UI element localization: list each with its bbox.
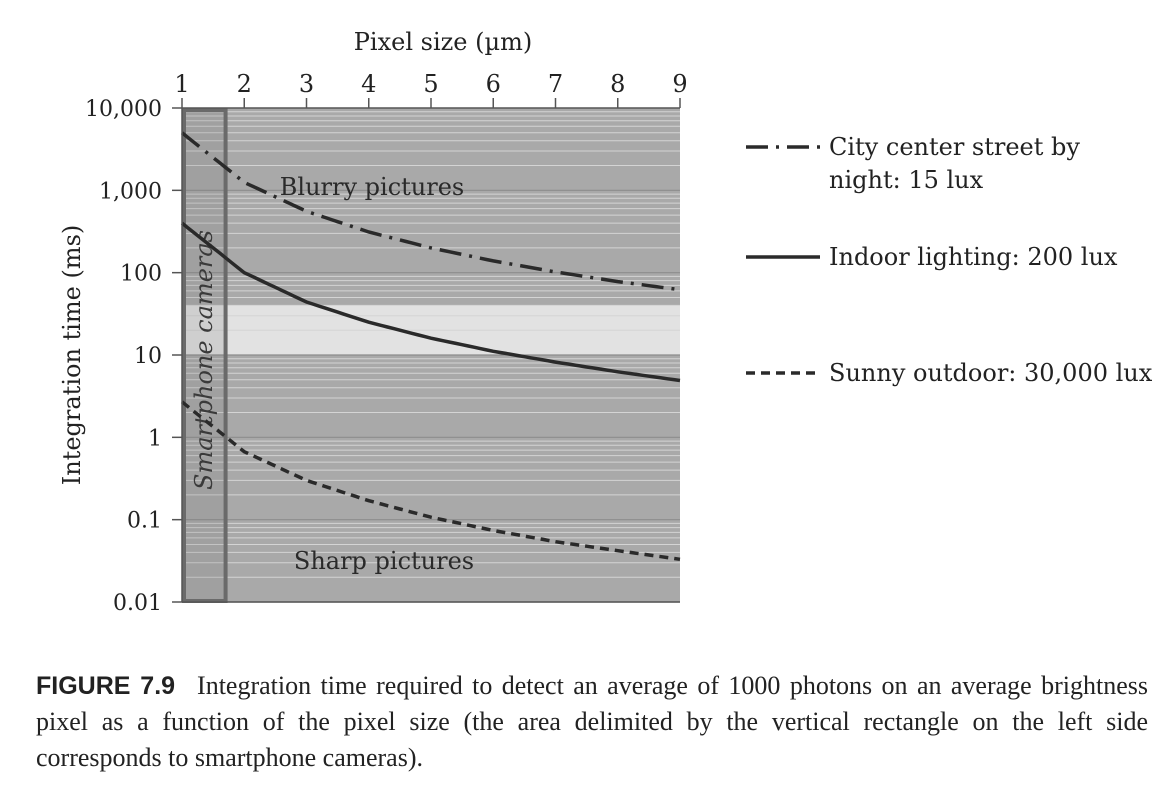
x-tick-label: 4 [361, 70, 376, 98]
region-band-0 [182, 108, 680, 306]
legend-label-2: Sunny outdoor: 30,000 lux [829, 359, 1153, 387]
series-lines [180, 131, 681, 562]
chart: Smartphone cameras 1 2 3 4 5 6 7 8 910,0001,0001… [58, 28, 1153, 616]
figure-label: FIGURE 7.9 [36, 672, 176, 700]
y-tick-label: 0.1 [127, 509, 162, 534]
y-tick-label: 10,000 [85, 97, 162, 122]
figure-caption: FIGURE 7.9 Integration time required to d… [36, 668, 1148, 776]
y-tick-label: 100 [120, 262, 162, 287]
x-axis-label: Pixel size (µm) [354, 28, 532, 56]
series-line-2 [180, 400, 681, 562]
region-label-blurry: Blurry pictures [280, 173, 464, 201]
region-label-sharp: Sharp pictures [294, 547, 474, 575]
x-tick-label: 1 [174, 70, 189, 98]
y-tick-label: 1 [148, 426, 162, 451]
y-tick-label: 0.01 [113, 591, 162, 616]
y-tick-label: 1,000 [99, 179, 162, 204]
series-line-0 [180, 131, 681, 292]
region-band-2 [182, 355, 680, 602]
y-axis-label: Integration time (ms) [58, 225, 86, 486]
legend: City center street by night: 15 lux Indoor… [746, 133, 1153, 387]
x-tick-label: 3 [299, 70, 314, 98]
region-labels: Blurry pictures Sharp pictures [280, 173, 474, 575]
x-tick-label: 7 [548, 70, 563, 98]
caption-text: Integration time required to detect an a… [36, 671, 1148, 772]
x-tick-label: 2 [237, 70, 252, 98]
x-tick-label: 6 [486, 70, 501, 98]
legend-label-1: Indoor lighting: 200 lux [829, 243, 1118, 271]
legend-label-0-cont: night: 15 lux [829, 166, 984, 194]
smartphone-highlight-label: Smartphone cameras [190, 230, 218, 490]
x-tick-label: 5 [423, 70, 438, 98]
x-tick-label: 9 [672, 70, 687, 98]
grid-lines [182, 111, 680, 603]
series-line-1 [180, 221, 681, 383]
x-tick-label: 8 [610, 70, 625, 98]
tick-labels: 1 2 3 4 5 6 7 8 9 10,000 1,000 100 10 1 0.1 0.01 [85, 70, 688, 616]
smartphone-highlight-rect [182, 108, 228, 603]
y-tick-label: 10 [134, 344, 162, 369]
legend-label-0: City center street by [829, 133, 1080, 161]
smartphone-region: Smartphone cameras [182, 108, 228, 603]
